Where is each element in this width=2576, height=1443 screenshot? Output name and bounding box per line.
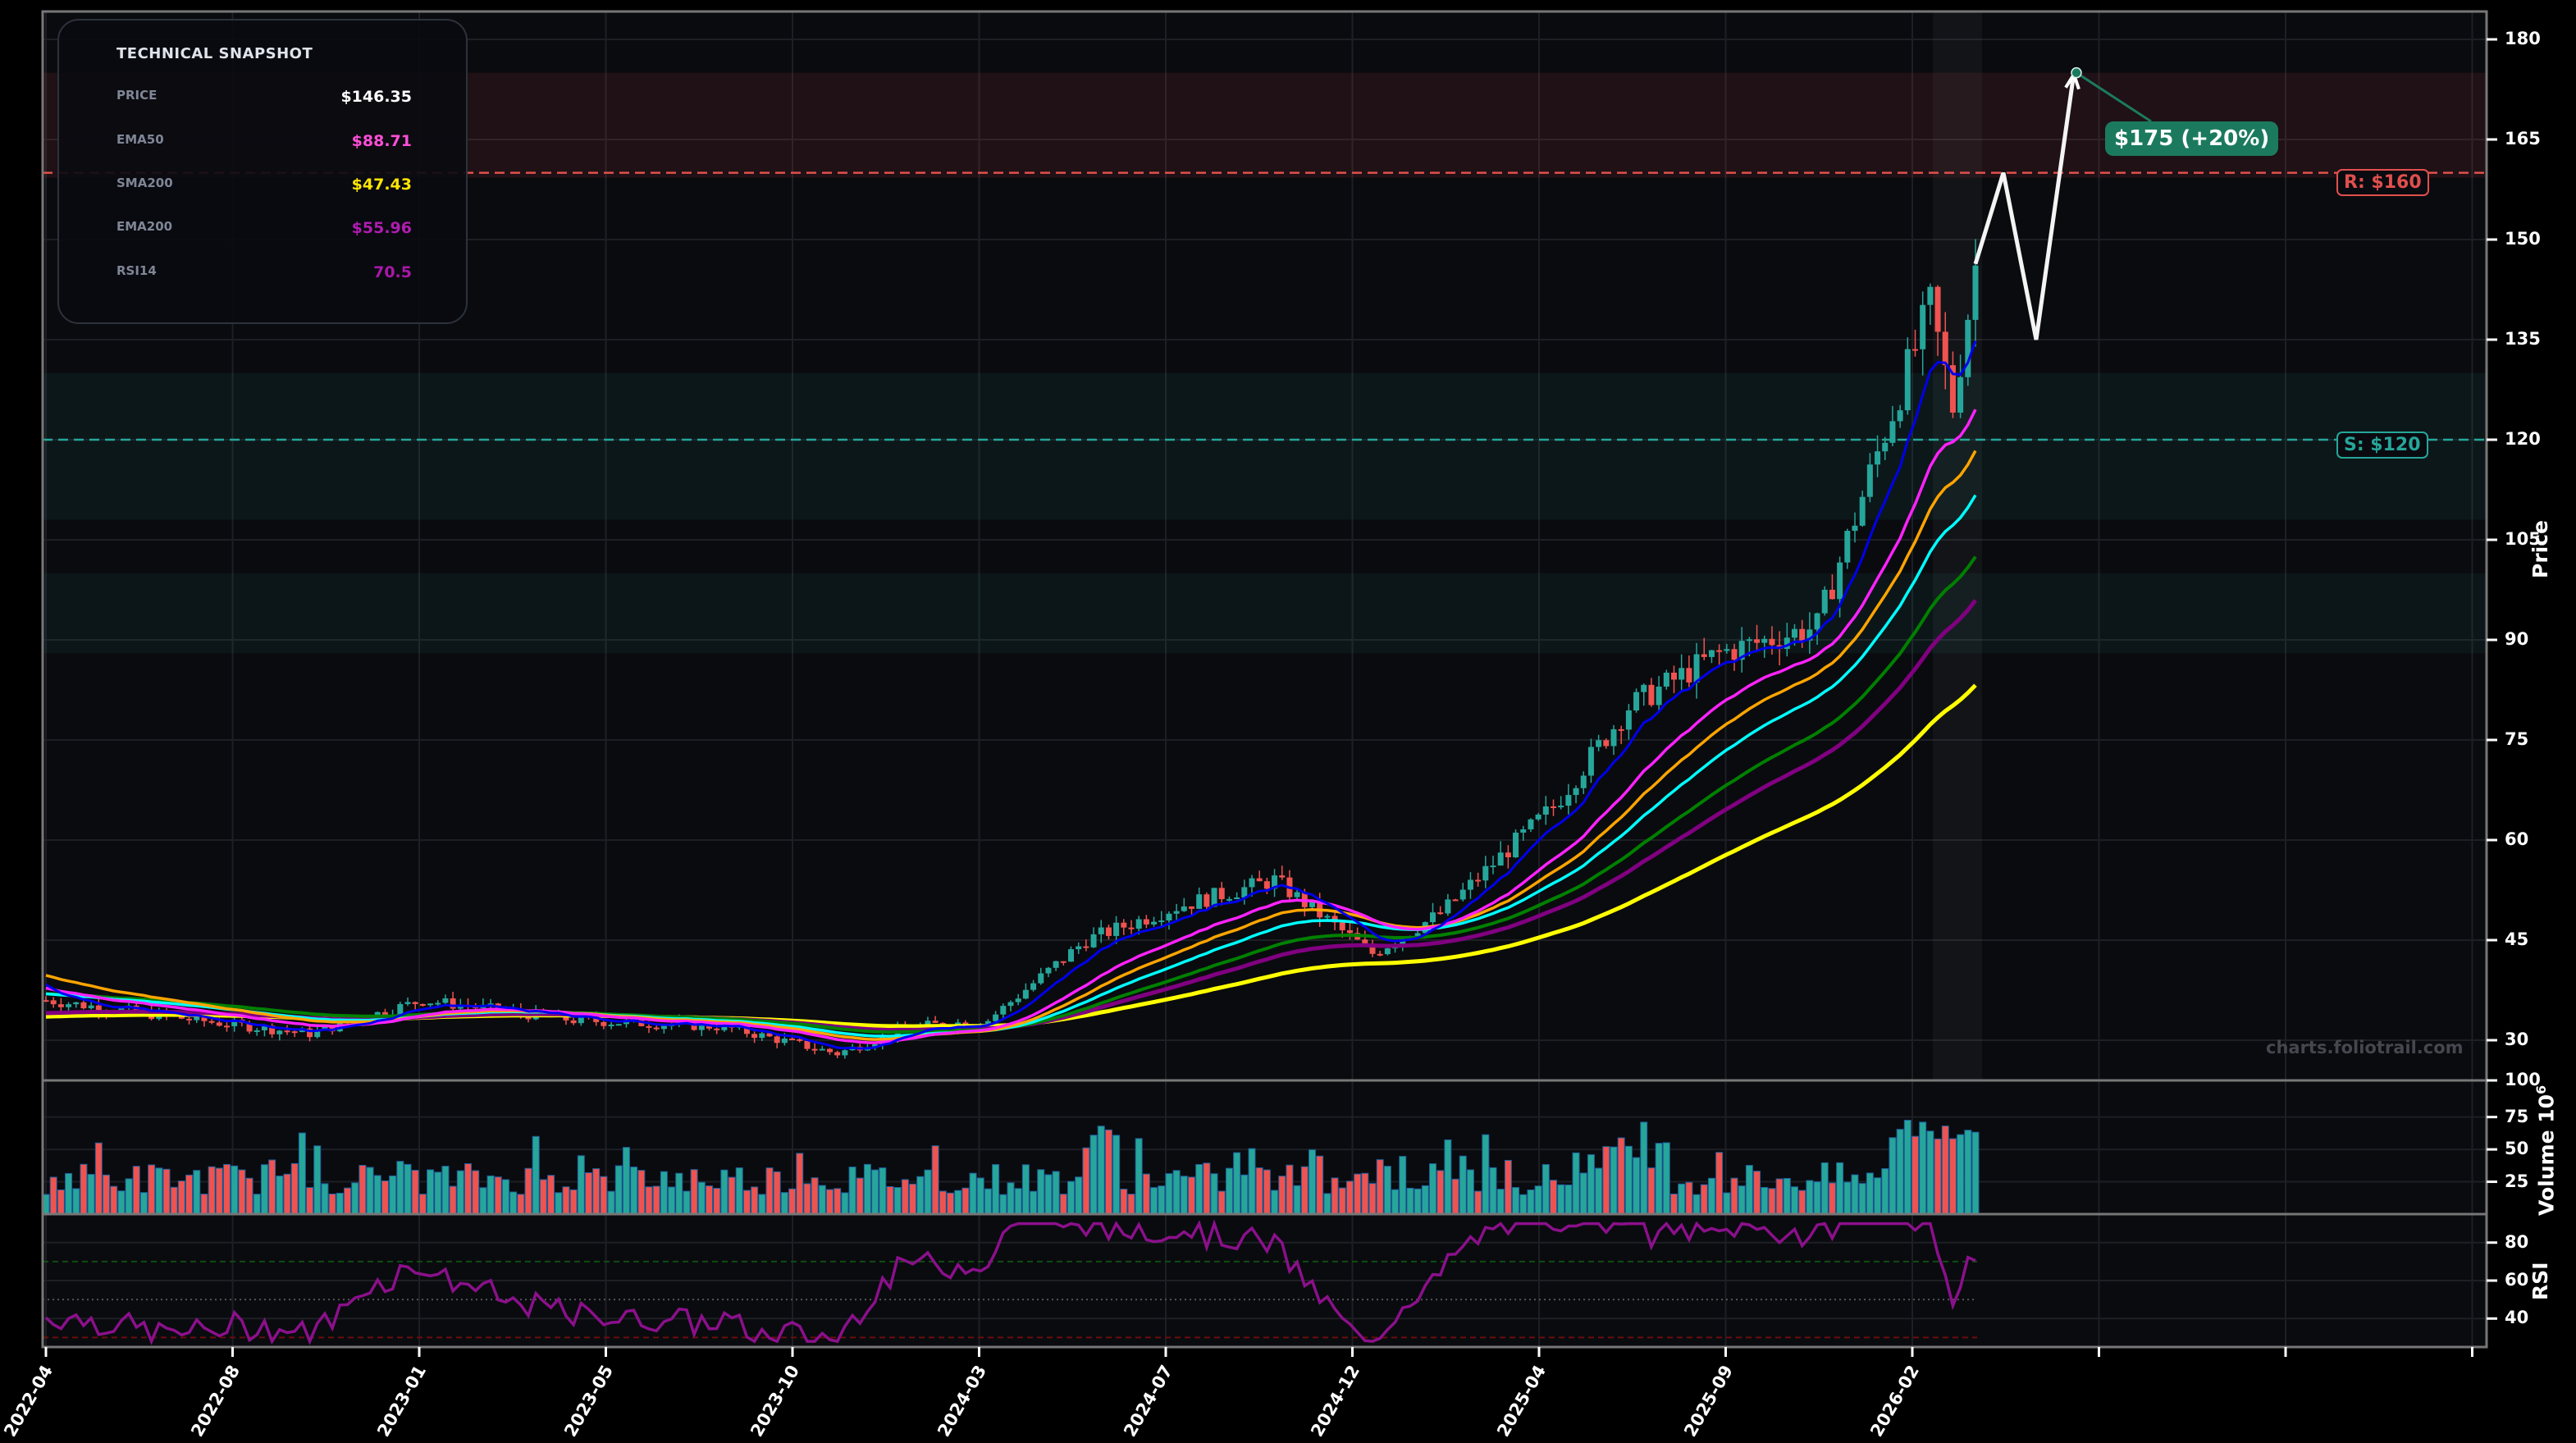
support-zone-upper xyxy=(43,372,2487,520)
snapshot-row-price: PRICE $146.35 xyxy=(116,88,412,112)
technical-snapshot-panel: TECHNICAL SNAPSHOT PRICE $146.35 EMA50 $… xyxy=(57,19,468,324)
snapshot-label: PRICE xyxy=(116,88,158,103)
price-tick-label: 30 xyxy=(2505,1029,2529,1049)
snapshot-label: EMA50 xyxy=(116,132,164,147)
price-axis-label: Price xyxy=(2528,520,2552,578)
price-tick-label: 45 xyxy=(2505,929,2529,949)
rsi-tick-label: 60 xyxy=(2505,1270,2529,1290)
snapshot-row-ema200: EMA200 $55.96 xyxy=(116,219,412,244)
watermark: charts.foliotrail.com xyxy=(2266,1038,2464,1057)
price-tick-label: 60 xyxy=(2505,829,2529,849)
snapshot-value: $146.35 xyxy=(340,88,412,106)
latest-bar-highlight xyxy=(1933,11,1982,1080)
rsi-axis-label: RSI xyxy=(2528,1262,2552,1300)
target-connector xyxy=(2076,71,2152,123)
volume-axis-label: Volume 106 xyxy=(2533,1085,2558,1216)
snapshot-value: $55.96 xyxy=(351,219,412,237)
snapshot-row-rsi14: RSI14 70.5 xyxy=(116,263,412,288)
price-tick-label: 120 xyxy=(2505,428,2541,449)
rsi-line xyxy=(44,1219,1976,1345)
volume-tick-label: 25 xyxy=(2505,1171,2529,1191)
axis-tick-marks xyxy=(44,38,2497,1357)
snapshot-value: $88.71 xyxy=(351,132,412,150)
volume-tick-label: 75 xyxy=(2505,1106,2529,1126)
snapshot-value: $47.43 xyxy=(351,176,412,194)
volume-tick-label: 100 xyxy=(2505,1070,2541,1089)
snapshot-row-ema50: EMA50 $88.71 xyxy=(116,132,412,157)
snapshot-label: EMA200 xyxy=(116,219,173,234)
resistance-level-tag: R: $160 xyxy=(2336,169,2429,196)
moving-average-line xyxy=(45,340,1977,1050)
support-level-tag: S: $120 xyxy=(2336,432,2428,459)
volume-axis-exponent: 6 xyxy=(2533,1085,2549,1094)
target-point-icon xyxy=(2071,66,2082,79)
price-tick-label: 180 xyxy=(2505,29,2541,48)
snapshot-title: TECHNICAL SNAPSHOT xyxy=(116,45,313,62)
price-tick-label: 105 xyxy=(2505,528,2541,549)
support-zone-lower xyxy=(43,573,2487,654)
price-tick-label: 135 xyxy=(2505,328,2541,349)
snapshot-label: RSI14 xyxy=(116,263,157,278)
price-tick-label: 165 xyxy=(2505,128,2541,148)
moving-average-line xyxy=(45,450,1977,1041)
volume-tick-label: 50 xyxy=(2505,1139,2529,1159)
snapshot-value: 70.5 xyxy=(373,263,412,281)
volume-axis-text: Volume 10 xyxy=(2534,1094,2559,1216)
forecast-path xyxy=(1973,72,2076,340)
price-tick-label: 150 xyxy=(2505,228,2541,249)
snapshot-row-sma200: SMA200 $47.43 xyxy=(116,176,412,200)
price-target-tag: $175 (+20%) xyxy=(2105,121,2279,156)
rsi-tick-label: 40 xyxy=(2505,1308,2529,1328)
volume-bars xyxy=(42,1120,1980,1215)
price-tick-label: 90 xyxy=(2505,628,2529,649)
snapshot-label: SMA200 xyxy=(116,176,173,190)
rsi-tick-label: 80 xyxy=(2505,1231,2529,1252)
price-tick-label: 75 xyxy=(2505,728,2529,749)
